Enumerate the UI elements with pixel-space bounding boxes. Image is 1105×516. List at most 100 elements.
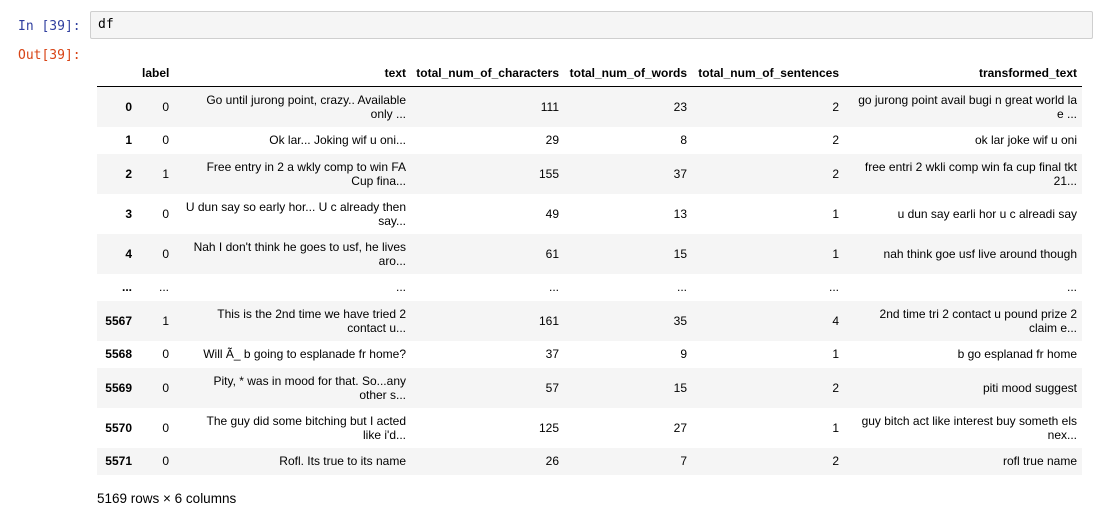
cell-text-line-1: Will Ã_ b going to esplanade fr home? — [203, 347, 406, 361]
dataframe-table: label text total_num_of_characters total… — [97, 60, 1082, 475]
cell-transformed-text-line-1: b go esplanad fr home — [957, 347, 1077, 361]
table-row: 5568 0 Will Ã_ b going to esplanade fr hom… — [97, 340, 1082, 368]
cell-text-line-2: Cup fina... — [351, 173, 406, 188]
cell-text-line-2: like i'd... — [363, 427, 406, 442]
cell-text-line-1: Go until jurong point, crazy.. Available — [206, 92, 406, 107]
cell-total-num-of-words: 23 — [673, 99, 687, 114]
cell-text: Pity, * was in mood for that. So...any ot… — [174, 368, 411, 408]
cell-label: 0 — [162, 133, 169, 147]
row-index: 5570 — [105, 420, 132, 435]
cell-total-num-of-characters: 37 — [545, 347, 559, 361]
column-header-label: label — [137, 60, 174, 87]
cell-total-num-of-characters: 57 — [545, 380, 559, 395]
cell-total-num-of-characters: 155 — [538, 166, 559, 181]
dataframe-output: label text total_num_of_characters total… — [97, 60, 1082, 475]
input-prompt: In [39]: — [18, 19, 81, 34]
column-header-text: text — [174, 60, 411, 87]
cell-total-num-of-sentences: 2 — [832, 166, 839, 181]
column-header-total-num-of-characters: total_num_of_characters — [411, 60, 564, 87]
table-row: 5569 0 Pity, * was in mood for that. So...… — [97, 367, 1082, 408]
cell-total-num-of-characters: 111 — [540, 99, 559, 114]
row-index: 2 — [125, 166, 132, 181]
cell-total-num-of-sentences: 4 — [832, 313, 839, 328]
cell-text-line-1: This is the 2nd time we have tried 2 — [217, 306, 406, 321]
column-header-total-num-of-sentences: total_num_of_sentences — [692, 60, 844, 87]
cell-text-line-2: aro... — [378, 253, 406, 268]
table-row: 1 0 Ok lar... Joking wif u oni... 29 8 2 ok la… — [97, 126, 1082, 154]
cell-transformed-text: guy bitch act like interest buy someth e… — [844, 408, 1082, 448]
cell-transformed-text: b go esplanad fr home — [844, 341, 1082, 368]
cell-transformed-text: ok lar joke wif u oni — [844, 127, 1082, 154]
row-index: 4 — [125, 246, 132, 261]
cell-total-num-of-sentences: 2 — [832, 133, 839, 147]
table-row: 5567 1 This is the 2nd time we have tried … — [97, 300, 1082, 341]
cell-text: Go until jurong point, crazy.. Available… — [174, 87, 411, 127]
cell-total-num-of-words: 15 — [673, 246, 687, 261]
cell-transformed-text-line-1: free entri 2 wkli comp win fa cup final … — [864, 159, 1077, 174]
code-editor[interactable]: df — [90, 11, 1093, 39]
cell-label: 0 — [162, 454, 169, 468]
cell-label: 0 — [162, 380, 169, 395]
dataframe-shape-summary: 5169 rows × 6 columns — [97, 491, 237, 506]
cell-total-num-of-words: ... — [676, 280, 687, 294]
table-row: 4 0 Nah I don't think he goes to usf, he l… — [97, 233, 1082, 274]
table-row: 5570 0 The guy did some bitching but I act… — [97, 407, 1082, 448]
cell-transformed-text-line-1: ok lar joke wif u oni — [974, 133, 1077, 147]
cell-total-num-of-characters: 61 — [545, 246, 559, 261]
cell-total-num-of-sentences: 2 — [832, 454, 839, 468]
cell-total-num-of-sentences: ... — [828, 280, 839, 294]
cell-label: 0 — [162, 99, 169, 114]
cell-total-num-of-words: 15 — [673, 380, 687, 395]
cell-text-line-1: Pity, * was in mood for that. So...any — [213, 373, 406, 388]
row-index: 1 — [125, 133, 132, 147]
cell-text: Will Ã_ b going to esplanade fr home? — [174, 341, 411, 368]
cell-text: ... — [174, 274, 411, 301]
cell-text-line-2: only ... — [370, 106, 406, 121]
cell-text: This is the 2nd time we have tried 2 cont… — [174, 301, 411, 341]
row-index: 5571 — [105, 454, 132, 468]
table-row: ..................... — [97, 273, 1082, 301]
cell-transformed-text-line-1: go jurong point avail bugi n great world… — [858, 92, 1077, 107]
input-cell[interactable]: In [39]: df — [0, 10, 1105, 42]
cell-transformed-text-line-2: e ... — [1056, 106, 1077, 121]
cell-text-line-2: say... — [378, 213, 406, 228]
index-header — [97, 60, 137, 87]
cell-text: Rofl. Its true to its name — [174, 448, 411, 475]
column-header-total-num-of-words: total_num_of_words — [564, 60, 692, 87]
cell-transformed-text-line-1: nah think goe usf live around though — [883, 246, 1077, 261]
cell-label: 0 — [162, 347, 169, 361]
cell-total-num-of-sentences: 2 — [832, 99, 839, 114]
cell-text-line-1: Ok lar... Joking wif u oni... — [269, 133, 406, 147]
cell-label: 0 — [162, 206, 169, 221]
cell-text: Ok lar... Joking wif u oni... — [174, 127, 411, 154]
cell-total-num-of-sentences: 1 — [832, 206, 839, 221]
cell-transformed-text: ... — [844, 274, 1082, 301]
code-text: df — [98, 17, 114, 32]
cell-total-num-of-sentences: 1 — [832, 420, 839, 435]
cell-total-num-of-sentences: 1 — [832, 347, 839, 361]
cell-total-num-of-words: 8 — [680, 133, 687, 147]
cell-transformed-text-line-1: u dun say earli hor u c alreadi say — [897, 206, 1077, 221]
cell-text-line-1: Rofl. Its true to its name — [279, 454, 406, 468]
cell-text: U dun say so early hor... U c already th… — [174, 194, 411, 234]
cell-transformed-text-line-2: 21... — [1053, 173, 1077, 188]
cell-total-num-of-characters: 125 — [538, 420, 559, 435]
cell-text-line-1: Nah I don't think he goes to usf, he liv… — [193, 239, 406, 254]
table-row: 5571 0 Rofl. Its true to its name 26 7 2 rofl … — [97, 447, 1082, 475]
cell-transformed-text: piti mood suggest — [844, 368, 1082, 408]
cell-label: ... — [158, 280, 169, 294]
row-index: 0 — [125, 99, 132, 114]
cell-text-line-1: Free entry in 2 a wkly comp to win FA — [206, 159, 406, 174]
cell-transformed-text: go jurong point avail bugi n great world… — [844, 87, 1082, 127]
cell-transformed-text-line-1: rofl true name — [1002, 454, 1077, 468]
table-row: 2 1 Free entry in 2 a wkly comp to win FA C… — [97, 153, 1082, 194]
cell-total-num-of-words: 35 — [673, 313, 687, 328]
cell-transformed-text-line-1: guy bitch act like interest buy someth e… — [861, 413, 1077, 428]
cell-transformed-text-line-2: nex... — [1047, 427, 1077, 442]
cell-text: The guy did some bitching but I acted lik… — [174, 408, 411, 448]
cell-total-num-of-words: 9 — [680, 347, 687, 361]
table-row: 3 0 U dun say so early hor... U c already … — [97, 193, 1082, 234]
header-row: label text total_num_of_characters total… — [97, 60, 1082, 87]
cell-text: Free entry in 2 a wkly comp to win FA Cup… — [174, 154, 411, 194]
cell-text-line-2: contact u... — [347, 320, 406, 335]
